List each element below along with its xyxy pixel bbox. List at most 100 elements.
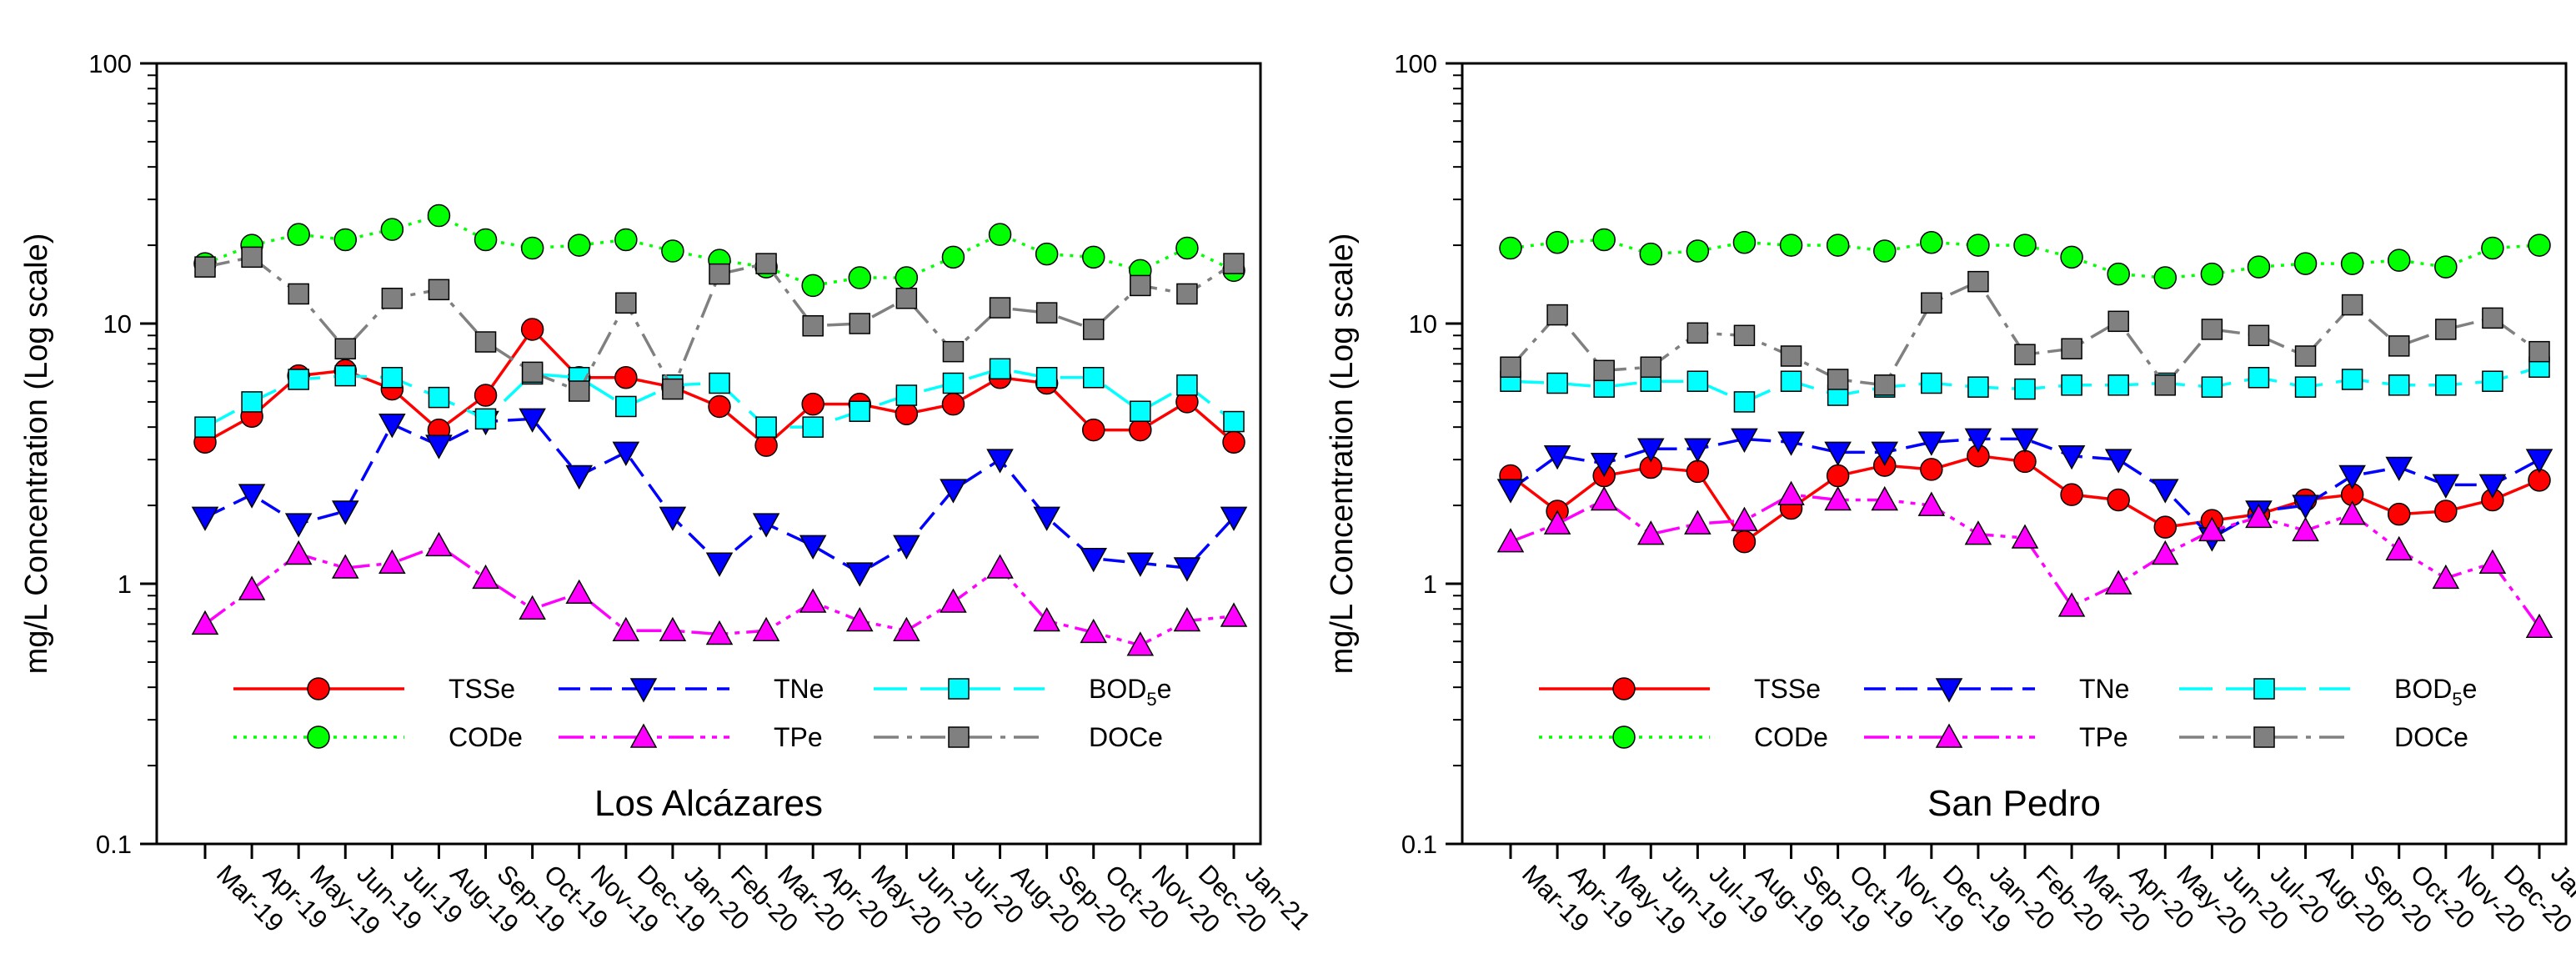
data-point: [2107, 488, 2130, 512]
data-point: [612, 616, 640, 642]
data-point: [2060, 245, 2083, 269]
data-point: [1686, 370, 1709, 392]
data-point: [381, 367, 403, 389]
data-point: [849, 400, 871, 422]
data-point: [988, 223, 1012, 246]
y-axis-label: mg/L Concentration (Log scale): [1325, 233, 1360, 675]
legend-item: BOD5e: [2179, 674, 2477, 710]
data-point: [709, 372, 730, 394]
data-point: [381, 288, 403, 309]
data-point: [614, 366, 638, 389]
data-point: [1964, 428, 1992, 453]
data-point: [1921, 292, 1942, 314]
data-point: [1639, 242, 1663, 266]
data-point: [474, 384, 498, 407]
data-point: [2528, 340, 2550, 363]
data-point: [427, 203, 451, 228]
data-point: [521, 361, 544, 384]
data-point: [941, 392, 965, 416]
data-point: [284, 513, 313, 538]
legend-item: TPe: [559, 722, 823, 752]
data-point: [2434, 255, 2458, 279]
data-point: [1917, 431, 1946, 456]
data-point: [895, 288, 918, 309]
data-point: [1592, 228, 1616, 252]
data-point: [1223, 410, 1245, 433]
data-point: [708, 394, 731, 419]
series-doce: [194, 246, 1245, 402]
data-point: [2482, 307, 2503, 329]
data-point: [941, 245, 965, 269]
data-point: [893, 616, 920, 642]
data-point: [612, 441, 640, 466]
legend-label: BOD5e: [1089, 674, 1171, 710]
data-point: [1873, 374, 1896, 396]
legend-label: CODe: [1754, 722, 1828, 752]
data-point: [1871, 485, 1899, 511]
data-point: [752, 513, 780, 538]
data-point: [238, 484, 266, 509]
data-point: [1223, 253, 1245, 274]
data-point: [1546, 230, 1569, 254]
data-point: [1827, 369, 1849, 390]
data-point: [1872, 239, 1897, 263]
data-point: [942, 340, 965, 363]
data-point: [333, 228, 358, 252]
data-point: [2104, 449, 2132, 474]
data-point: [1496, 479, 1525, 504]
data-point: [2481, 236, 2504, 260]
data-point: [1917, 491, 1946, 516]
y-tick-label: 1: [118, 570, 132, 599]
legend: TSSe TNe BOD5e CODe TPe DOCe: [1539, 674, 2477, 752]
data-point: [1035, 367, 1058, 389]
legend-item: DOCe: [2179, 722, 2468, 752]
data-point: [2201, 319, 2223, 340]
plot-frame: [1461, 62, 2568, 846]
data-point: [284, 540, 313, 565]
data-point: [1684, 438, 1711, 463]
data-point: [2432, 474, 2460, 499]
data-point: [2248, 324, 2270, 347]
data-point: [1824, 441, 1852, 466]
data-point: [331, 554, 359, 579]
data-point: [1731, 506, 1758, 531]
data-point: [940, 479, 967, 504]
data-point: [1175, 236, 1199, 260]
data-point: [1967, 233, 1990, 257]
data-point: [2014, 378, 2036, 400]
legend-item: CODe: [233, 722, 523, 752]
data-point: [1731, 428, 1758, 453]
data-point: [801, 392, 824, 416]
data-point: [1590, 452, 1618, 478]
legend-label-suffix: e: [1157, 674, 1172, 704]
y-tick-label: 100: [88, 49, 132, 78]
data-point: [334, 364, 357, 387]
data-point: [2434, 500, 2458, 523]
legend-swatch-marker: [307, 677, 330, 700]
data-point: [1732, 530, 1757, 554]
data-point: [1499, 236, 1522, 260]
y-tick-label: 10: [103, 309, 132, 339]
y-tick-label: 10: [1409, 309, 1437, 339]
data-point: [1686, 459, 1710, 484]
legend-label: TNe: [774, 674, 824, 704]
series-bode: [194, 358, 1245, 438]
data-point: [2387, 502, 2411, 526]
data-point: [1033, 506, 1060, 531]
data-point: [2245, 503, 2273, 529]
legend-swatch-marker: [2253, 678, 2275, 700]
data-point: [1780, 370, 1802, 392]
data-point: [2107, 262, 2130, 286]
data-point: [2432, 564, 2460, 590]
chart-title: San Pedro: [1927, 783, 2101, 824]
data-point: [2151, 540, 2179, 565]
data-point: [1130, 274, 1151, 297]
data-point: [2341, 369, 2363, 390]
data-point: [1636, 438, 1665, 463]
data-point: [1129, 418, 1152, 442]
data-point: [474, 228, 498, 252]
data-point: [241, 391, 263, 413]
plot-frame: [155, 62, 1262, 846]
data-point: [2385, 535, 2413, 561]
